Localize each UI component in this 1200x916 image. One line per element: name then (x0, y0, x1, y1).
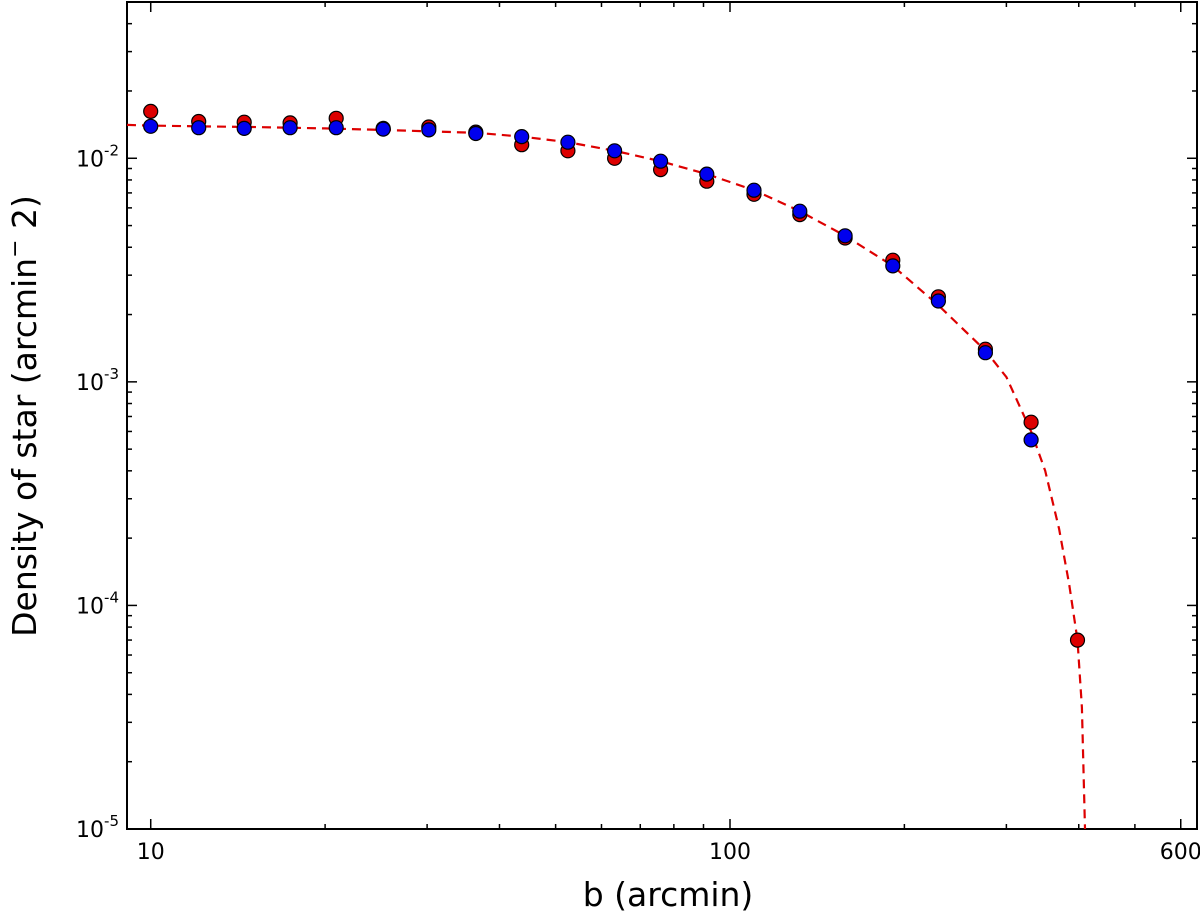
y-tick-label: 10-3 (76, 365, 119, 396)
blue-data-point (375, 121, 391, 137)
blue-data-point (560, 134, 576, 150)
red-data-point (143, 103, 159, 120)
y-axis-title: Density of star (arcmin− 2) (3, 195, 44, 637)
plot-frame (126, 1, 1198, 830)
blue-data-point (930, 293, 947, 309)
y-tick-label-base: 10 (76, 371, 104, 396)
blue-data-point (191, 120, 207, 136)
y-tick-label-exponent: -4 (104, 588, 119, 606)
fit-curve (126, 123, 1087, 830)
y-tick-label-exponent: -5 (104, 812, 119, 830)
blue-data-point (652, 153, 669, 169)
y-tick-label-base: 10 (76, 147, 104, 172)
fit-line (126, 123, 1087, 830)
y-tick-label-exponent: -2 (104, 141, 119, 159)
data-points (143, 103, 1086, 648)
blue-data-point (837, 228, 853, 244)
red-data-point (1023, 414, 1039, 430)
y-tick-label-exponent: -3 (104, 365, 119, 383)
y-axis-title-superscript: − (3, 239, 28, 257)
blue-data-point (792, 203, 808, 219)
blue-data-point (977, 345, 994, 361)
y-tick-label: 10-2 (76, 141, 119, 172)
blue-data-point (514, 129, 530, 145)
x-tick-label: 100 (709, 840, 751, 865)
x-tick-label: 10 (137, 840, 165, 865)
y-tick-label-base: 10 (76, 594, 104, 619)
blue-data-point (236, 120, 252, 136)
y-tick-label: 10-4 (76, 588, 119, 619)
axis-ticks (127, 1, 1197, 830)
red-data-point (1069, 632, 1086, 648)
blue-data-point (328, 120, 344, 136)
blue-data-point (885, 258, 901, 274)
x-axis-title: b (arcmin) (583, 875, 754, 914)
blue-data-point (699, 166, 715, 182)
blue-data-point (468, 125, 484, 142)
y-axis-title-tail: 2) (5, 195, 44, 239)
blue-data-point (143, 118, 159, 134)
blue-data-point (421, 122, 437, 138)
blue-data-point (1023, 432, 1039, 448)
x-tick-label: 600 (1160, 840, 1200, 865)
blue-data-point (282, 120, 298, 136)
y-tick-label: 10-5 (76, 812, 119, 843)
y-tick-label-base: 10 (76, 818, 104, 843)
blue-data-point (746, 182, 762, 198)
y-axis-title-main: Density of star (arcmin (5, 258, 44, 637)
blue-data-point (606, 143, 623, 159)
